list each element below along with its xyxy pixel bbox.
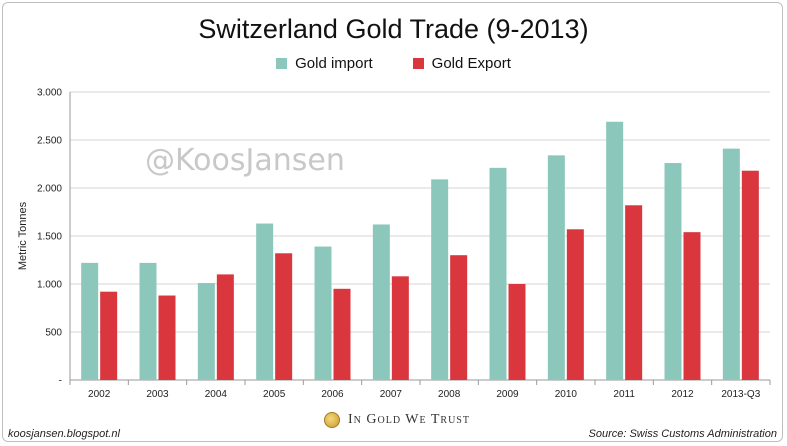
y-tick-label: 2.500 [37, 136, 62, 147]
y-tick-label: 2.000 [37, 184, 62, 195]
legend-item-export: Gold Export [412, 55, 511, 72]
x-tick-label: 2008 [438, 389, 461, 400]
x-tick-label: 2002 [88, 389, 111, 400]
bar-gold-import [664, 163, 682, 380]
bar-gold-export [625, 205, 643, 380]
x-tick-label: 2010 [555, 389, 578, 400]
x-tick-label: 2005 [263, 389, 286, 400]
legend-swatch-export [412, 58, 424, 69]
chart-legend: Gold import Gold Export [0, 55, 787, 72]
y-tick-label: 1.000 [37, 280, 62, 291]
coin-icon [324, 412, 340, 428]
legend-label-import: Gold import [295, 55, 373, 72]
footer-source: Source: Swiss Customs Administration [588, 428, 778, 440]
x-tick-label: 2007 [380, 389, 403, 400]
bar-gold-import [489, 167, 507, 380]
bar-gold-import [431, 179, 449, 380]
x-tick-label: 2003 [146, 389, 169, 400]
x-tick-label: 2013-Q3 [721, 389, 760, 400]
y-tick-label: 1.500 [37, 232, 62, 243]
bar-gold-export [683, 232, 701, 380]
bar-gold-export [508, 284, 526, 380]
x-tick-label: 2004 [205, 389, 228, 400]
bar-gold-export [450, 255, 468, 380]
bar-gold-import [722, 148, 740, 380]
bar-gold-export [391, 276, 409, 380]
y-tick-label: 3.000 [37, 88, 62, 99]
bar-gold-import [547, 155, 565, 380]
bar-gold-import [81, 262, 99, 380]
bar-gold-export [216, 274, 234, 380]
bar-gold-export [333, 288, 351, 380]
bar-gold-export [158, 295, 176, 380]
chart-frame [2, 2, 783, 442]
watermark-text: @KoosJansen [145, 143, 345, 178]
footer-blog-link[interactable]: koosjansen.blogspot.nl [8, 428, 120, 440]
x-tick-label: 2009 [496, 389, 519, 400]
brand-logo: In Gold We Trust [324, 412, 470, 428]
y-tick-label: - [59, 376, 62, 387]
x-tick-label: 2006 [321, 389, 344, 400]
legend-label-export: Gold Export [431, 55, 511, 72]
bar-gold-export [100, 291, 118, 380]
bar-gold-import [197, 283, 215, 380]
brand-text: In Gold We Trust [348, 412, 470, 427]
chart-title: Switzerland Gold Trade (9-2013) [198, 14, 589, 44]
bar-gold-export [741, 170, 759, 380]
bar-gold-import [606, 121, 624, 380]
bar-gold-import [139, 262, 157, 380]
x-tick-label: 2012 [671, 389, 694, 400]
x-tick-label: 2011 [613, 389, 635, 400]
bar-gold-import [256, 223, 274, 380]
legend-swatch-import [276, 58, 288, 69]
bar-gold-import [314, 246, 332, 380]
bar-gold-export [566, 229, 584, 380]
y-axis-label: Metric Tonnes [17, 201, 29, 270]
bar-gold-export [275, 253, 293, 380]
bar-gold-import [372, 224, 390, 380]
y-tick-label: 500 [45, 328, 62, 339]
legend-item-import: Gold import [276, 55, 373, 72]
